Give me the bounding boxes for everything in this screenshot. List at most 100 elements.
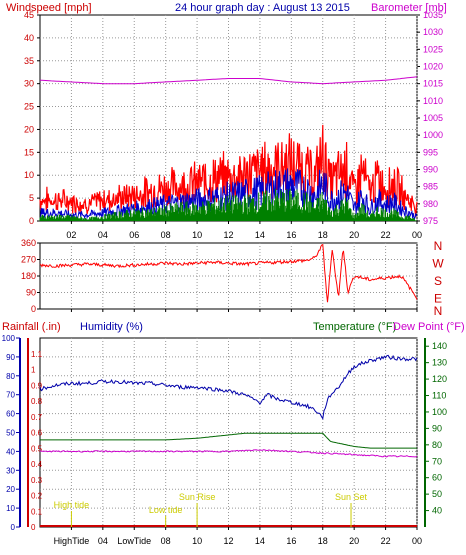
wind-xtick-label: 10 bbox=[192, 230, 202, 240]
baro-ytick-label: 990 bbox=[423, 165, 438, 175]
humidity-ytick-label: 70 bbox=[6, 391, 15, 400]
temperature-ytick-label: 70 bbox=[432, 456, 442, 466]
wind-xtick-label: 00 bbox=[412, 230, 422, 240]
compass-letter-n: N bbox=[434, 239, 443, 253]
wind-ytick-label: 15 bbox=[24, 147, 34, 157]
temperature-ytick-label: 130 bbox=[432, 358, 447, 368]
compass-letter-s: S bbox=[434, 274, 442, 288]
baro-ytick-label: 1010 bbox=[423, 96, 443, 106]
wind-ytick-label: 5 bbox=[29, 193, 34, 203]
climate-xtick-label: 00 bbox=[412, 536, 422, 546]
temperature-ytick-label: 40 bbox=[432, 506, 442, 516]
rain-ytick-label: 0 bbox=[31, 523, 36, 532]
direction-ytick-label: 360 bbox=[21, 238, 36, 248]
rain-ytick-label: 0.9 bbox=[31, 381, 43, 390]
baro-ytick-label: 1005 bbox=[423, 113, 443, 123]
rain-ytick-label: 0.2 bbox=[31, 492, 43, 501]
wind-xtick-label: 08 bbox=[161, 230, 171, 240]
direction-ytick-label: 90 bbox=[26, 288, 36, 298]
panels: 0510152025303540459759809859909951000100… bbox=[2, 10, 447, 546]
compass-letter-w: W bbox=[432, 257, 444, 271]
wind-ytick-label: 30 bbox=[24, 79, 34, 89]
dewpoint-axis-title: Dew Point (°F) bbox=[393, 321, 465, 333]
wind-ytick-label: 25 bbox=[24, 102, 34, 112]
baro-ytick-label: 1035 bbox=[423, 10, 443, 20]
climate-xtick-label: 10 bbox=[192, 536, 202, 546]
baro-ytick-label: 980 bbox=[423, 199, 438, 209]
wind-series-1-line bbox=[39, 124, 418, 217]
rain-ytick-label: 0.5 bbox=[31, 444, 43, 453]
temperature-ytick-label: 120 bbox=[432, 374, 447, 384]
wind-xtick-label: 02 bbox=[66, 230, 76, 240]
wind-xtick-label: 06 bbox=[129, 230, 139, 240]
dewpoint-line bbox=[39, 449, 418, 458]
baro-ytick-label: 985 bbox=[423, 182, 438, 192]
humidity-ytick-label: 50 bbox=[6, 429, 15, 438]
temperature-ytick-label: 100 bbox=[432, 407, 447, 417]
wind-xtick-label: 22 bbox=[381, 230, 391, 240]
annotation-low-tide: Low tide bbox=[149, 505, 183, 515]
climate-xtick-label: 22 bbox=[381, 536, 391, 546]
climate-xtick-label: HighTide bbox=[54, 536, 90, 546]
wind-xtick-label: 12 bbox=[223, 230, 233, 240]
graph-title: 24 hour graph day : August 13 2015 bbox=[175, 2, 350, 14]
climate-xtick-label: 20 bbox=[349, 536, 359, 546]
baro-ytick-label: 1030 bbox=[423, 27, 443, 37]
baro-ytick-label: 1015 bbox=[423, 79, 443, 89]
climate-xtick-label: 16 bbox=[286, 536, 296, 546]
humidity-ytick-label: 20 bbox=[6, 485, 15, 494]
baro-ytick-label: 1020 bbox=[423, 62, 443, 72]
wind-ytick-label: 40 bbox=[24, 33, 34, 43]
annotation-sun-set: Sun Set bbox=[335, 492, 368, 502]
humidity-ytick-label: 40 bbox=[6, 447, 15, 456]
temperature-ytick-label: 110 bbox=[432, 391, 446, 401]
wind-direction-line bbox=[39, 243, 418, 303]
temperature-ytick-label: 140 bbox=[432, 341, 447, 351]
wind-ytick-label: 20 bbox=[24, 124, 34, 134]
humidity-ytick-label: 80 bbox=[6, 372, 15, 381]
rain-ytick-label: 1.1 bbox=[31, 350, 43, 359]
wind-series-2-line bbox=[39, 168, 418, 221]
climate-xtick-label: 12 bbox=[223, 536, 233, 546]
baro-ytick-label: 975 bbox=[423, 216, 438, 226]
rainfall-axis-title: Rainfall (.in) bbox=[2, 321, 61, 333]
rain-ytick-label: 1 bbox=[31, 366, 36, 375]
humidity-ytick-label: 90 bbox=[6, 353, 15, 362]
wind-series-3-bars bbox=[39, 188, 417, 221]
humidity-ytick-label: 30 bbox=[6, 466, 15, 475]
rain-ytick-label: 0.7 bbox=[31, 413, 43, 422]
wind-ytick-label: 10 bbox=[24, 170, 34, 180]
wind-ytick-label: 35 bbox=[24, 56, 34, 66]
direction-ytick-label: 270 bbox=[21, 255, 36, 265]
annotation-sun-rise: Sun Rise bbox=[179, 492, 216, 502]
humidity-ytick-label: 100 bbox=[2, 334, 16, 343]
climate-xtick-label: 14 bbox=[255, 536, 265, 546]
barometer-axis-title: Barometer [mb] bbox=[371, 2, 447, 14]
compass-letter-n: N bbox=[434, 304, 443, 318]
rain-ytick-label: 0.1 bbox=[31, 507, 43, 516]
temperature-ytick-label: 90 bbox=[432, 423, 442, 433]
rain-ytick-label: 0.8 bbox=[31, 397, 43, 406]
wind-ytick-label: 0 bbox=[29, 216, 34, 226]
humidity-ytick-label: 0 bbox=[11, 523, 16, 532]
temperature-line bbox=[40, 432, 417, 449]
wind-xtick-label: 18 bbox=[318, 230, 328, 240]
baro-ytick-label: 1025 bbox=[423, 44, 443, 54]
climate-xtick-label: 08 bbox=[161, 536, 171, 546]
baro-ytick-label: 995 bbox=[423, 147, 438, 157]
compass-letter-e: E bbox=[434, 292, 442, 306]
barometer-line bbox=[39, 76, 418, 85]
rain-ytick-label: 0.6 bbox=[31, 429, 43, 438]
climate-xtick-label: LowTide bbox=[117, 536, 151, 546]
rain-ytick-label: 0.3 bbox=[31, 476, 43, 485]
wind-xtick-label: 04 bbox=[98, 230, 108, 240]
rain-ytick-label: 0.4 bbox=[31, 460, 43, 469]
humidity-line bbox=[39, 354, 418, 420]
baro-ytick-label: 1000 bbox=[423, 130, 443, 140]
wind-xtick-label: 16 bbox=[286, 230, 296, 240]
temperature-axis-title: Temperature (°F) bbox=[313, 321, 396, 333]
temperature-ytick-label: 50 bbox=[432, 489, 442, 499]
temperature-ytick-label: 60 bbox=[432, 473, 442, 483]
direction-ytick-label: 0 bbox=[31, 304, 36, 314]
